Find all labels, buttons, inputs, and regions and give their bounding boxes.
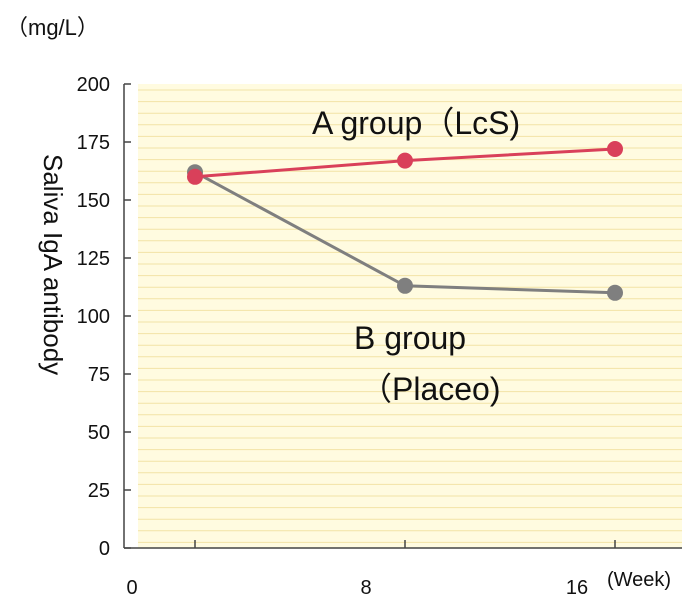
x-tick-label: 0 (126, 577, 137, 599)
data-point-b-group (607, 284, 623, 301)
plot-area (138, 84, 682, 548)
y-tick-label: 75 (88, 364, 110, 386)
data-point-a-group (607, 141, 623, 157)
data-point-a-group (187, 168, 203, 185)
y-tick-label: 125 (77, 248, 110, 270)
x-tick-label: 8 (360, 577, 371, 599)
data-point-a-group (397, 152, 413, 169)
y-tick-label: 0 (99, 538, 110, 560)
y-tick-label: 200 (77, 74, 110, 96)
series-label-a-group: A group（LcS) (312, 105, 521, 141)
y-tick-label: 150 (77, 190, 110, 212)
y-tick-label: 175 (77, 132, 110, 154)
x-axis-unit-label: (Week) (607, 569, 672, 591)
x-tick-label: 16 (566, 577, 588, 599)
y-unit-label: （mg/L） (6, 15, 99, 40)
data-point-b-group (397, 277, 413, 294)
y-tick-label: 100 (77, 306, 110, 328)
y-tick-label: 50 (88, 422, 110, 444)
series-label-b-group-placeo: （Placeo) (360, 371, 501, 407)
y-tick-label: 25 (88, 480, 110, 502)
series-label-b-group: B group (354, 320, 467, 356)
